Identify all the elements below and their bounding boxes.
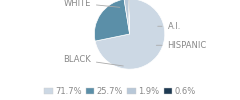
Text: HISPANIC: HISPANIC bbox=[156, 41, 207, 50]
Legend: 71.7%, 25.7%, 1.9%, 0.6%: 71.7%, 25.7%, 1.9%, 0.6% bbox=[44, 87, 196, 96]
Wedge shape bbox=[124, 0, 130, 34]
Text: A.I.: A.I. bbox=[158, 22, 181, 31]
Wedge shape bbox=[128, 0, 130, 34]
Text: BLACK: BLACK bbox=[63, 55, 123, 66]
Wedge shape bbox=[95, 0, 165, 69]
Wedge shape bbox=[94, 0, 130, 41]
Text: WHITE: WHITE bbox=[64, 0, 120, 8]
